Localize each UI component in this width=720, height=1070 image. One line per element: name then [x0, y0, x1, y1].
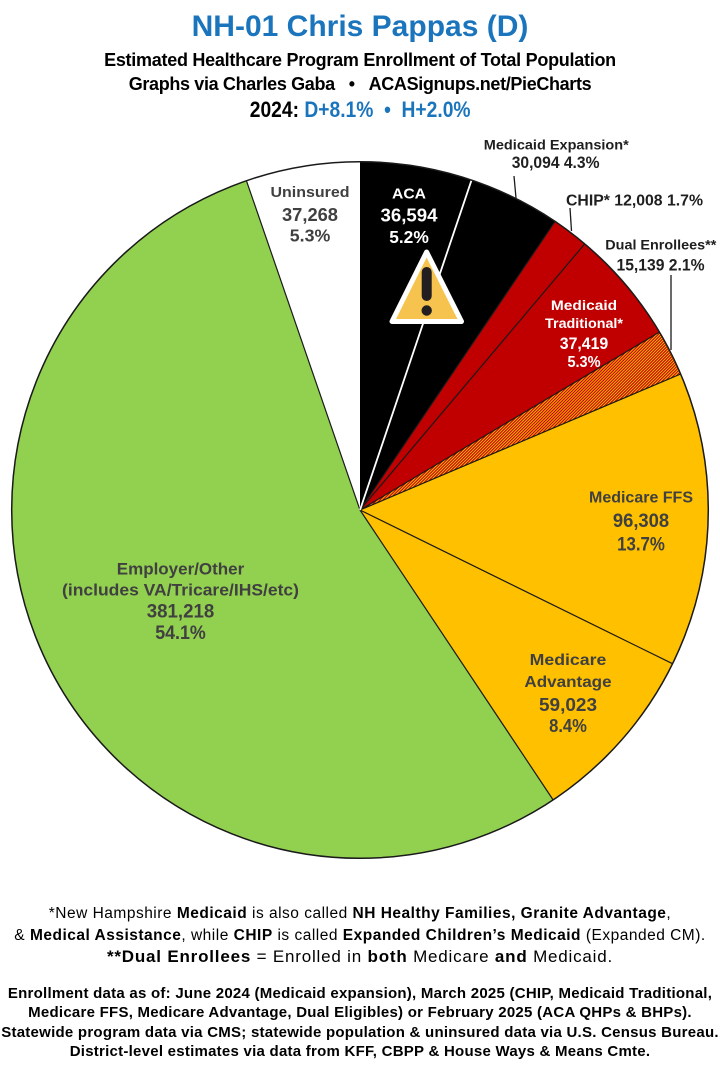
svg-text:Dual Enrollees**: Dual Enrollees**: [605, 236, 717, 252]
svg-text:Medicare FFS: Medicare FFS: [589, 490, 693, 507]
svg-text:381,218: 381,218: [147, 601, 215, 622]
svg-text:Employer/Other: Employer/Other: [117, 560, 245, 579]
svg-text:Medicaid: Medicaid: [551, 297, 617, 313]
svg-text:37,268: 37,268: [282, 204, 338, 225]
svg-text:5.2%: 5.2%: [389, 227, 429, 247]
svg-text:5.3%: 5.3%: [290, 226, 331, 246]
svg-text:Advantage: Advantage: [524, 674, 612, 691]
svg-text:37,419: 37,419: [560, 335, 608, 353]
svg-text:CHIP* 12,008 1.7%: CHIP* 12,008 1.7%: [566, 193, 703, 210]
svg-text:Traditional*: Traditional*: [545, 315, 623, 331]
svg-text:30,094 4.3%: 30,094 4.3%: [512, 153, 600, 172]
svg-text:5.3%: 5.3%: [567, 354, 600, 371]
svg-text:36,594: 36,594: [381, 205, 439, 226]
svg-text:ACA: ACA: [392, 186, 426, 203]
svg-text:Medicare: Medicare: [530, 652, 607, 669]
svg-text:(includes VA/Tricare/IHS/etc): (includes VA/Tricare/IHS/etc): [62, 581, 299, 600]
svg-text:15,139 2.1%: 15,139 2.1%: [617, 255, 705, 274]
svg-text:8.4%: 8.4%: [549, 716, 587, 736]
svg-text:Medicaid Expansion*: Medicaid Expansion*: [484, 137, 630, 153]
svg-text:13.7%: 13.7%: [617, 533, 665, 555]
svg-text:96,308: 96,308: [613, 510, 669, 532]
svg-text:59,023: 59,023: [539, 694, 597, 715]
svg-text:Uninsured: Uninsured: [271, 184, 350, 201]
svg-text:54.1%: 54.1%: [155, 623, 206, 644]
